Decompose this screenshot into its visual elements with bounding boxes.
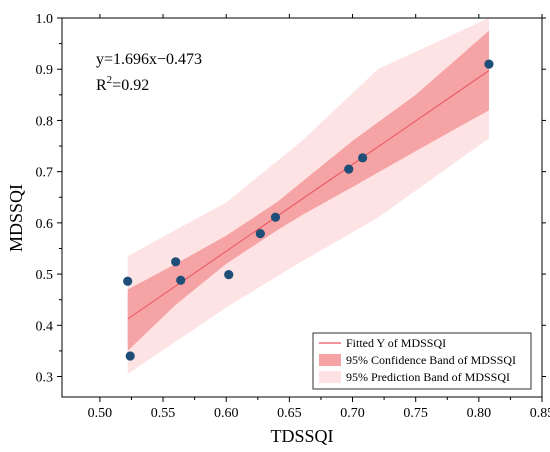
legend-confidence-label: 95% Confidence Band of MDSSQI [346,353,516,367]
plot-frame [61,17,543,398]
y-tick-label-1: 0.3 [36,371,54,386]
data-point-1 [123,276,133,286]
legend-prediction-swatch [319,371,341,383]
y-tick-label-7: 0.9 [36,63,54,78]
legend: Fitted Y of MDSSQI 95% Confidence Band o… [312,332,532,390]
x-axis-title: TDSSQI [270,426,333,446]
y-tick-label-4: 0.6 [36,217,54,232]
data-point-2 [125,351,135,361]
x-tick-label-8: 0.85 [530,406,550,421]
legend-confidence-swatch [319,354,341,366]
x-tick-label-2: 0.55 [151,406,176,421]
data-point-7 [270,212,281,222]
legend-fit-label: Fitted Y of MDSSQI [346,336,446,350]
points-layer [123,59,494,361]
legend-prediction-label: 95% Prediction Band of MDSSQI [346,370,510,384]
data-point-6 [255,229,265,239]
x-tick-label-6: 0.75 [403,406,428,421]
legend-box [312,332,532,390]
x-tick-label-5: 0.70 [340,406,365,421]
data-point-5 [224,269,234,280]
r2-annotation: R2=0.92 [96,74,149,94]
fitted-line [127,70,490,320]
data-point-8 [344,164,354,174]
confidence-band [127,30,489,351]
data-point-10 [484,59,494,69]
data-point-3 [171,257,181,267]
data-point-4 [176,275,186,285]
x-tick-label-1: 0.50 [88,406,113,421]
y-tick-label-3: 0.5 [36,268,54,283]
fit-line-layer [127,70,490,320]
y-tick-label-8: 1.0 [36,12,54,27]
bands-layer [127,18,489,374]
equation-annotation: y=1.696x−0.473 [96,51,202,68]
axes-layer: 0.50 0.55 0.60 0.65 0.70 0.75 0.80 0.85 0.3 0.4 0.… [36,12,550,421]
data-point-9 [358,153,368,163]
y-axis-title: MDSSQI [6,184,26,252]
y-tick-label-6: 0.8 [36,114,54,129]
y-tick-label-2: 0.4 [36,319,54,334]
x-tick-label-7: 0.80 [467,406,492,421]
x-tick-label-3: 0.60 [214,406,239,421]
x-tick-label-4: 0.65 [277,406,302,421]
y-tick-label-5: 0.7 [36,166,54,181]
